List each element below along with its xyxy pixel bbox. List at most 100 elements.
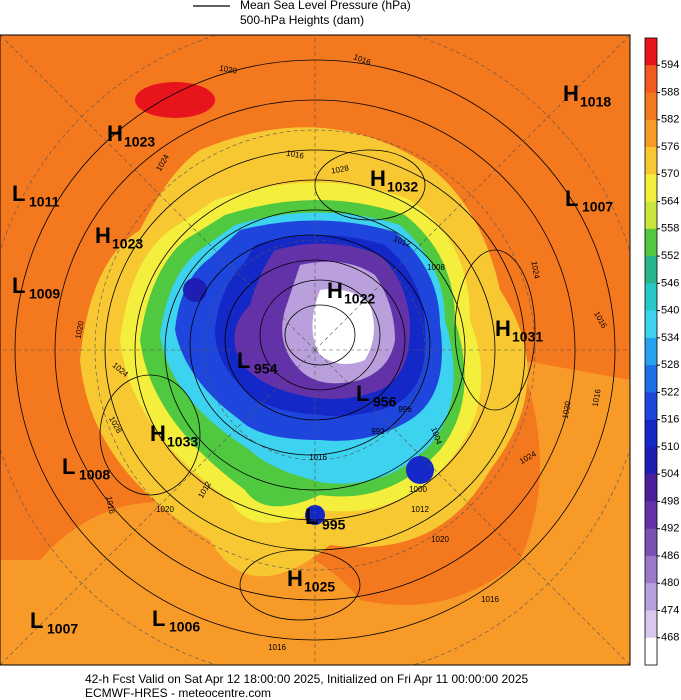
- pressure-center-type: H: [95, 223, 111, 248]
- colorbar-swatch: [645, 365, 657, 393]
- colorbar-swatch: [645, 147, 657, 175]
- contour-label: 1016: [104, 495, 116, 515]
- contour-label: 996: [398, 405, 412, 414]
- colorbar-swatch: [645, 637, 657, 666]
- footer-credit: ECMWF-HRES - meteocentre.com: [85, 686, 271, 700]
- legend-title: Mean Sea Level Pressure (hPa): [240, 0, 411, 12]
- colorbar-swatch: [645, 337, 657, 366]
- contour-label: 1000: [409, 485, 427, 494]
- pressure-center-type: L: [305, 504, 318, 529]
- pressure-center-type: L: [565, 186, 578, 211]
- pressure-center-type: H: [370, 166, 386, 191]
- pressure-center-type: L: [237, 348, 250, 373]
- colorbar: 594 588 582 576 570 564 558 552 546 540 534 528 522 5…: [644, 37, 679, 666]
- contour-label: 1020: [219, 64, 239, 76]
- colorbar-label: 594: [661, 59, 679, 71]
- pressure-center-type: H: [563, 81, 579, 106]
- contour-label: 992: [371, 427, 385, 436]
- colorbar-swatch: [645, 201, 657, 230]
- colorbar-label: 576: [661, 141, 679, 153]
- colorbar-label: 480: [661, 577, 679, 589]
- pressure-center-type: L: [12, 181, 25, 206]
- colorbar-swatch: [645, 583, 657, 611]
- pressure-center-type: H: [495, 316, 511, 341]
- pressure-center-value: 1023: [124, 134, 155, 150]
- colorbar-swatch: [645, 174, 657, 202]
- pressure-center-type: H: [327, 278, 343, 303]
- pressure-center-value: 1033: [167, 434, 198, 450]
- pressure-center-value: 1022: [344, 291, 375, 307]
- contour-label: 1020: [74, 320, 86, 340]
- colorbar-label: 516: [661, 414, 679, 426]
- colorbar-label: 486: [661, 550, 679, 562]
- colorbar-swatch: [645, 38, 657, 66]
- pressure-center-value: 1007: [47, 621, 78, 637]
- colorbar-label: 582: [661, 114, 679, 126]
- pressure-center-value: 1032: [387, 179, 418, 195]
- colorbar-label: 558: [661, 223, 679, 235]
- colorbar-label: 570: [661, 168, 679, 180]
- colorbar-swatch: [645, 228, 657, 257]
- pressure-center-type: L: [62, 454, 75, 479]
- contour-label: 1020: [431, 535, 449, 544]
- legend-subtitle: 500-hPa Heights (dam): [240, 13, 364, 27]
- contour-label: 1012: [411, 505, 429, 514]
- contour-label: 1016: [268, 643, 286, 652]
- pressure-center-value: 1011: [29, 194, 60, 210]
- pressure-center-value: 1006: [169, 619, 200, 635]
- colorbar-label: 522: [661, 386, 679, 398]
- pressure-center-type: L: [152, 606, 165, 631]
- contour-label: 1016: [286, 149, 306, 161]
- pressure-center-type: L: [30, 608, 43, 633]
- contour-label: 1020: [561, 400, 573, 420]
- colorbar-swatch: [645, 256, 657, 284]
- pressure-center-value: 1007: [582, 199, 613, 215]
- contour-label: 1016: [591, 388, 603, 408]
- colorbar-label: 564: [661, 195, 679, 207]
- colorbar-swatch: [645, 419, 657, 448]
- pressure-center-value: 1018: [580, 94, 611, 110]
- colorbar-swatch: [645, 310, 657, 339]
- colorbar-label: 474: [661, 604, 679, 616]
- pressure-center-value: 1009: [29, 286, 60, 302]
- pressure-center-value: 1031: [512, 329, 543, 345]
- contour-label: 1024: [529, 260, 541, 280]
- colorbar-swatch: [645, 474, 657, 502]
- contour-label: 1028: [330, 164, 350, 176]
- pressure-center-type: L: [356, 381, 369, 406]
- colorbar-label: 468: [661, 632, 679, 644]
- pressure-center-value: 954: [254, 361, 278, 377]
- colorbar-label: 552: [661, 250, 679, 262]
- map: [0, 34, 631, 666]
- colorbar-label: 504: [661, 468, 679, 480]
- colorbar-swatch: [645, 92, 657, 121]
- colorbar-swatch: [645, 610, 657, 639]
- contour-label: 1016: [481, 595, 499, 604]
- colorbar-label: 540: [661, 305, 679, 317]
- contour-label: 1008: [427, 263, 445, 272]
- contour-label: 1020: [156, 505, 174, 514]
- colorbar-swatch: [645, 119, 657, 148]
- colorbar-label: 498: [661, 495, 679, 507]
- colorbar-swatch: [645, 501, 657, 529]
- pressure-center-value: 1008: [79, 467, 110, 483]
- pressure-center-type: L: [12, 273, 25, 298]
- colorbar-label: 588: [661, 86, 679, 98]
- colorbar-label: 510: [661, 441, 679, 453]
- pressure-center-type: H: [287, 566, 303, 591]
- colorbar-label: 534: [661, 332, 679, 344]
- pressure-center-value: 956: [373, 394, 397, 410]
- pressure-center-value: 1025: [304, 579, 335, 595]
- pressure-center-value: 995: [322, 517, 346, 533]
- colorbar-swatch: [645, 283, 657, 311]
- pressure-center-type: H: [150, 421, 166, 446]
- colorbar-frame: [644, 37, 658, 666]
- contour-label: 1016: [309, 453, 327, 462]
- colorbar-swatch: [645, 392, 657, 420]
- colorbar-swatch: [645, 528, 657, 557]
- colorbar-label: 528: [661, 359, 679, 371]
- colorbar-label: 546: [661, 277, 679, 289]
- pressure-center-value: 1023: [112, 236, 143, 252]
- colorbar-swatch: [645, 65, 657, 93]
